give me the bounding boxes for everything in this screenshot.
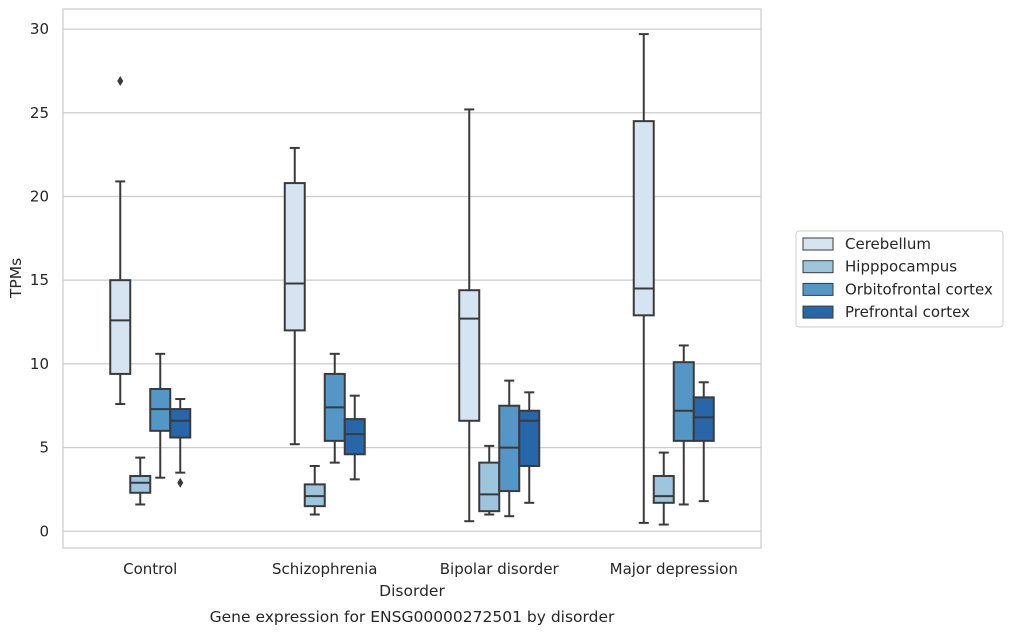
box-prefrontal-cortex [692, 381, 715, 503]
box-body [129, 475, 152, 494]
legend-swatch [802, 260, 834, 274]
box-hipppocampus [303, 464, 326, 516]
x-tick-label: Major depression [610, 560, 738, 578]
box-cerebellum [283, 146, 306, 446]
legend: Cerebellum Hipppocampus Orbitofrontal cort… [795, 230, 1004, 328]
y-tick-label: 25 [30, 104, 49, 122]
box-body [283, 182, 306, 332]
legend-frame [795, 230, 1004, 328]
y-tick-label: 0 [39, 522, 49, 540]
chart-caption: Gene expression for ENSG00000272501 by d… [210, 608, 615, 626]
box-hipppocampus [478, 444, 501, 516]
legend-swatch [802, 305, 834, 319]
box-body [518, 409, 541, 467]
box-prefrontal-cortex [518, 391, 541, 504]
y-tick-label: 30 [30, 20, 49, 38]
y-tick-label: 5 [39, 439, 49, 457]
x-axis-label: Disorder [379, 582, 445, 600]
box-body [672, 361, 695, 442]
box-body [692, 396, 715, 442]
box-hipppocampus [652, 451, 675, 526]
legend-label: Hipppocampus [845, 258, 957, 276]
box-body [632, 120, 655, 317]
box-body [169, 408, 192, 439]
legend-label: Orbitofrontal cortex [845, 280, 993, 298]
box-cerebellum [458, 108, 481, 523]
y-tick-labels: 0 5 10 15 20 25 30 [30, 20, 49, 540]
x-tick-label: Bipolar disorder [440, 560, 560, 578]
box-orbitofrontal-cortex [498, 379, 521, 518]
box-orbitofrontal-cortex [672, 344, 695, 506]
legend-label: Cerebellum [845, 235, 931, 253]
boxes [109, 33, 715, 526]
box-hipppocampus [129, 456, 152, 506]
outlier-point [177, 477, 184, 488]
box-body [652, 475, 675, 504]
y-axis-label: TPMs [7, 258, 25, 299]
legend-label: Prefrontal cortex [845, 303, 970, 321]
y-tick-label: 10 [30, 355, 49, 373]
box-orbitofrontal-cortex [323, 352, 346, 464]
y-tick-label: 15 [30, 271, 49, 289]
legend-swatch [802, 237, 834, 251]
plot-frame [62, 8, 762, 549]
x-tick-label: Schizophrenia [272, 560, 377, 578]
legend-swatch [802, 282, 834, 296]
outlier-point [117, 75, 124, 86]
box-body [109, 279, 132, 375]
grid-lines [63, 28, 761, 532]
box-body [343, 418, 366, 456]
box-prefrontal-cortex [169, 398, 192, 488]
box-body [458, 289, 481, 422]
x-tick-label: Control [123, 560, 177, 578]
y-tick-label: 20 [30, 187, 49, 205]
box-cerebellum [109, 75, 132, 406]
box-body [478, 461, 501, 513]
box-orbitofrontal-cortex [149, 352, 172, 479]
box-cerebellum [632, 33, 655, 524]
box-prefrontal-cortex [343, 394, 366, 481]
x-tick-labels: Control Schizophrenia Bipolar disorder Majo… [123, 560, 738, 578]
